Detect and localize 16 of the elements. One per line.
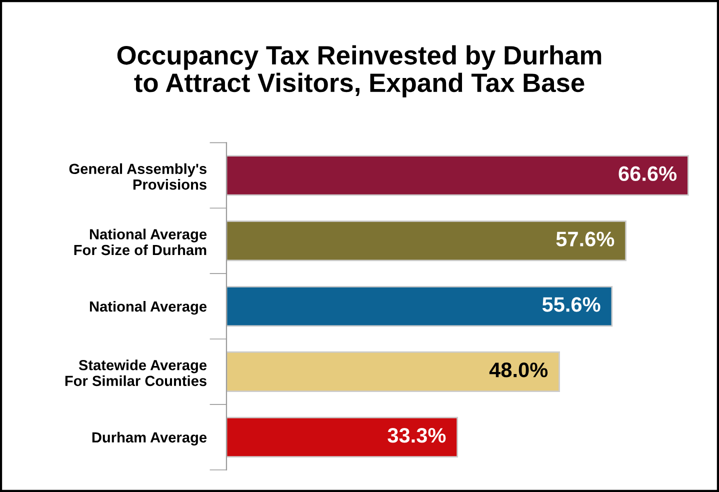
data-label: 55.6% — [542, 297, 600, 312]
data-label: 57.6% — [556, 232, 614, 246]
bar — [226, 155, 689, 196]
chart-title: Occupancy Tax Reinvested by Durham to Attract Visitors, Expand Tax Base — [117, 45, 602, 98]
y-tick-label: Statewide Average For Similar Counties — [65, 360, 207, 386]
y-tick-label: National Average For Size of Durham — [74, 228, 207, 256]
bar — [226, 286, 613, 327]
y-tick-label: Durham Average — [92, 432, 207, 446]
data-label: 33.3% — [388, 428, 446, 443]
y-tick-label: National Average — [90, 300, 207, 315]
data-label: 48.0% — [489, 362, 548, 378]
bar — [226, 220, 626, 262]
y-tick-label: General Assembly's Provisions — [69, 163, 206, 190]
bar — [226, 416, 458, 458]
bar — [226, 351, 560, 392]
data-label: 66.6% — [618, 166, 677, 181]
